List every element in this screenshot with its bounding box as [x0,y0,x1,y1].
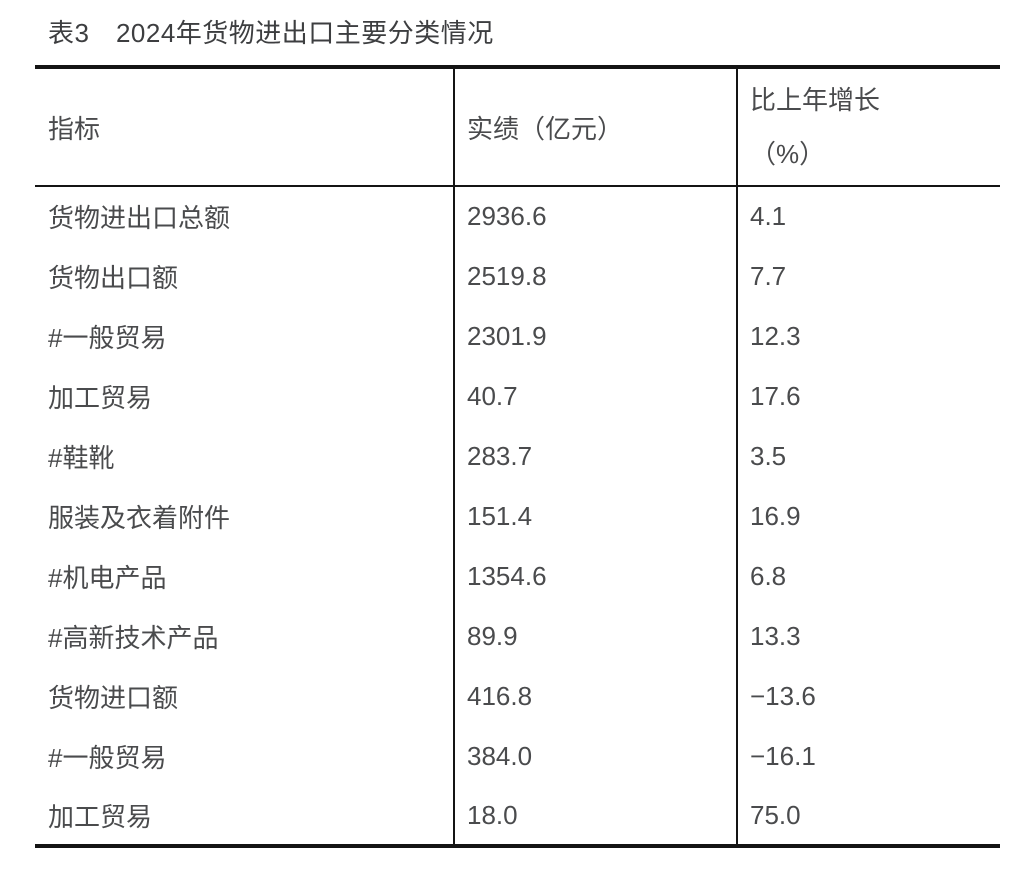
table-row: #一般贸易 384.0 −16.1 [35,726,1000,786]
table-body: 货物进出口总额 2936.6 4.1 货物出口额 2519.8 7.7 #一般贸… [35,186,1000,846]
cell-value: 1354.6 [453,546,737,606]
table-row: 货物出口额 2519.8 7.7 [35,246,1000,306]
table-row: 加工贸易 40.7 17.6 [35,366,1000,426]
cell-growth: −16.1 [736,726,1000,786]
cell-growth: 6.8 [736,546,1000,606]
cell-value: 18.0 [453,786,737,846]
cell-value: 2519.8 [453,246,737,306]
table-title: 表3 2024年货物进出口主要分类情况 [48,18,494,48]
table-header: 指标 实绩（亿元） 比上年增长 （%） [35,67,1000,187]
cell-indicator: 加工贸易 [48,382,153,413]
cell-indicator: #一般贸易 [48,322,167,353]
cell-value: 2301.9 [453,306,737,366]
header-row: 指标 实绩（亿元） 比上年增长 （%） [35,67,1000,187]
cell-growth: 4.1 [736,186,1000,246]
header-indicator: 指标 [35,67,454,187]
cell-growth: 17.6 [736,366,1000,426]
table-row: #鞋靴 283.7 3.5 [35,426,1000,486]
cell-value: 416.8 [453,666,737,726]
import-export-table: 指标 实绩（亿元） 比上年增长 （%） 货物进出口总额 2936.6 4.1 货… [35,65,1000,848]
table-row: #机电产品 1354.6 6.8 [35,546,1000,606]
cell-growth: 75.0 [736,786,1000,846]
cell-value: 89.9 [453,606,737,666]
cell-value: 2936.6 [453,186,737,246]
header-value: 实绩（亿元） [453,67,737,187]
cell-growth: 16.9 [736,486,1000,546]
cell-growth: 7.7 [736,246,1000,306]
cell-value: 283.7 [453,426,737,486]
cell-growth: 3.5 [736,426,1000,486]
cell-growth: 13.3 [736,606,1000,666]
cell-indicator: #高新技术产品 [48,622,219,653]
cell-indicator: 服装及衣着附件 [48,502,231,533]
cell-indicator: 加工贸易 [48,801,153,832]
cell-indicator: 货物进口额 [48,682,179,713]
cell-value: 40.7 [453,366,737,426]
header-growth-line1: 比上年增长 [750,85,881,115]
cell-value: 384.0 [453,726,737,786]
table-row: #高新技术产品 89.9 13.3 [35,606,1000,666]
cell-growth: 12.3 [736,306,1000,366]
header-growth: 比上年增长 （%） [736,67,1000,187]
table-row: 货物进口额 416.8 −13.6 [35,666,1000,726]
cell-indicator: #机电产品 [48,562,167,593]
cell-indicator: #鞋靴 [48,442,115,473]
cell-indicator: #一般贸易 [48,742,167,773]
cell-indicator: 货物进出口总额 [48,203,231,233]
cell-growth: −13.6 [736,666,1000,726]
table-row: 加工贸易 18.0 75.0 [35,786,1000,846]
cell-value: 151.4 [453,486,737,546]
header-growth-line2: （%） [750,139,826,169]
cell-indicator: 货物出口额 [48,262,179,293]
table-row: 服装及衣着附件 151.4 16.9 [35,486,1000,546]
table-row: 货物进出口总额 2936.6 4.1 [35,186,1000,246]
table-row: #一般贸易 2301.9 12.3 [35,306,1000,366]
